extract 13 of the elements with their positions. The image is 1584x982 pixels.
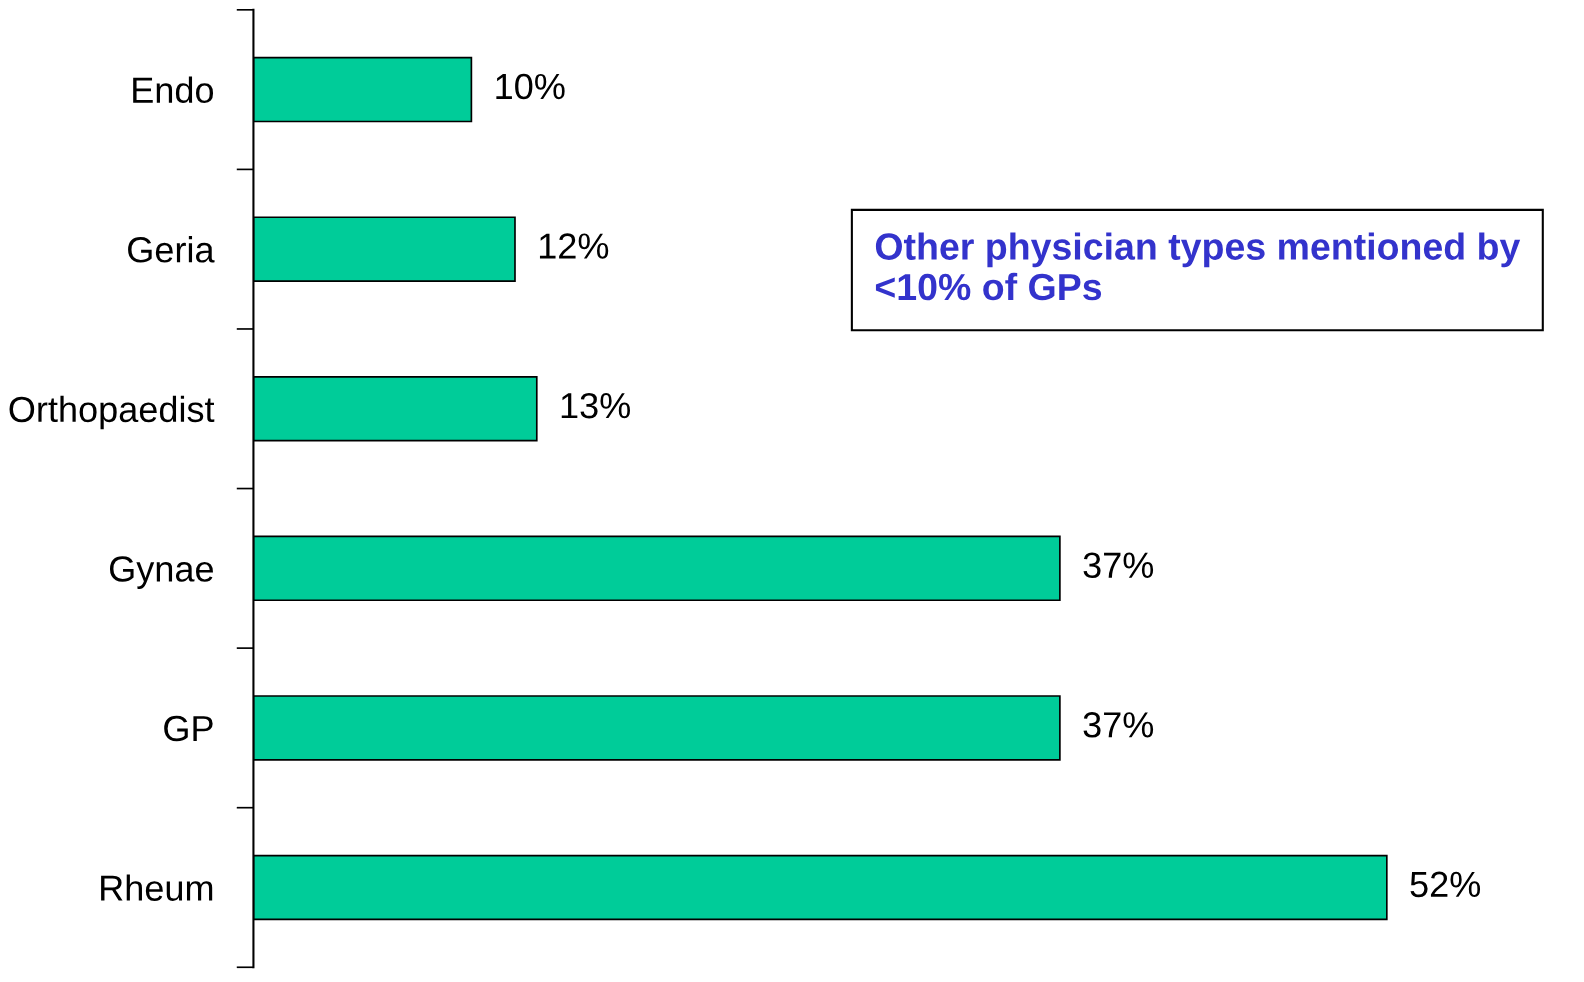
data-label: 10% <box>496 73 565 100</box>
data-label: 37% <box>1083 712 1154 738</box>
annotation: Other physician types mentioned by <10% of GPs <box>875 232 1521 301</box>
y-tick-label: GP <box>164 715 213 742</box>
data-label: 12% <box>539 233 609 259</box>
y-tick-label: Geria <box>128 236 215 263</box>
y-tick-label: Gynae <box>109 556 213 589</box>
y-tick-label: Endo <box>133 76 214 104</box>
data-label: 52% <box>1410 871 1481 898</box>
data-label: 37% <box>1083 552 1154 579</box>
y-tick-label: Rheum <box>101 874 213 901</box>
y-tick-label: Orthopaedist <box>9 395 215 430</box>
data-label: 13% <box>561 392 630 419</box>
